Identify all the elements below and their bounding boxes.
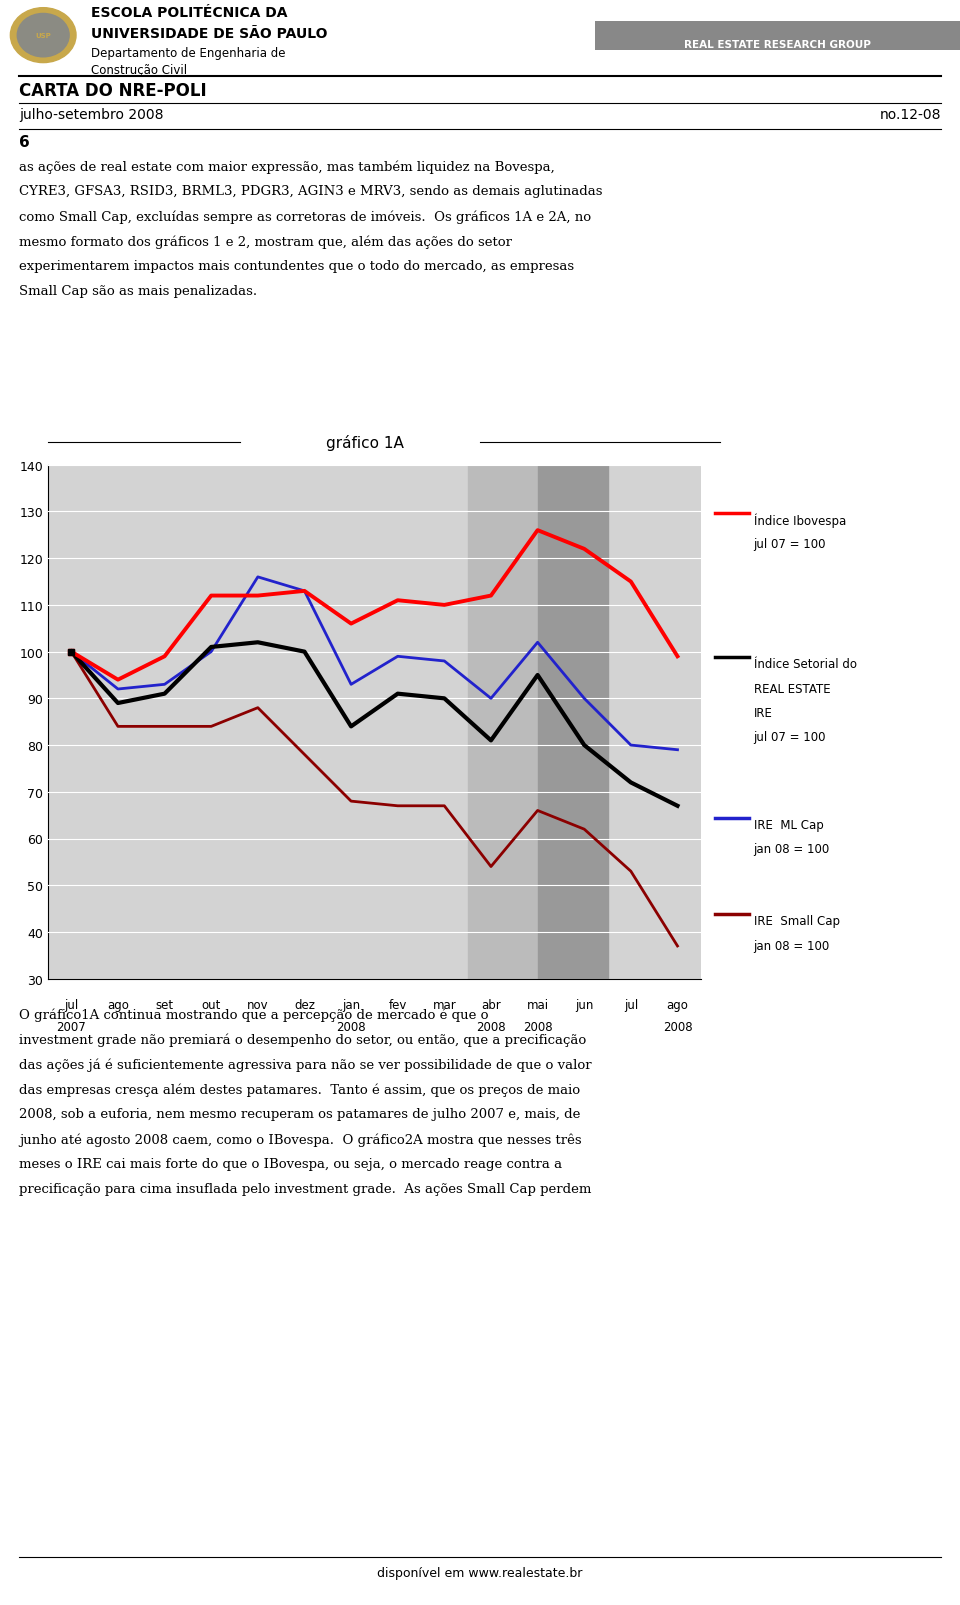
Text: mesmo formato dos gráficos 1 e 2, mostram que, além das ações do setor: mesmo formato dos gráficos 1 e 2, mostra… (19, 234, 513, 249)
Text: jul: jul (624, 998, 638, 1011)
Text: jan 08 = 100: jan 08 = 100 (754, 939, 829, 952)
Text: Construção Civil: Construção Civil (91, 64, 187, 77)
Text: nov: nov (247, 998, 269, 1011)
Text: Departamento de Engenharia de: Departamento de Engenharia de (91, 47, 286, 59)
Text: mar: mar (432, 998, 456, 1011)
Text: julho-setembro 2008: julho-setembro 2008 (19, 108, 164, 122)
Text: as ações de real estate com maior expressão, mas também liquidez na Bovespa,: as ações de real estate com maior expres… (19, 160, 555, 173)
Text: 6: 6 (19, 135, 30, 149)
Text: 2008: 2008 (476, 1021, 506, 1034)
Text: no.12-08: no.12-08 (879, 108, 941, 122)
Text: ago: ago (666, 998, 688, 1011)
Text: IRE  Small Cap: IRE Small Cap (754, 915, 840, 928)
Text: 2008: 2008 (523, 1021, 552, 1034)
Text: O gráfico1A continua mostrando que a percepção de mercado é que o: O gráfico1A continua mostrando que a per… (19, 1008, 489, 1021)
Text: jul 07 = 100: jul 07 = 100 (754, 730, 827, 743)
Text: jul 07 = 100: jul 07 = 100 (754, 538, 827, 551)
Text: dez: dez (294, 998, 315, 1011)
Text: jan 08 = 100: jan 08 = 100 (754, 843, 829, 855)
Text: IRE: IRE (754, 706, 773, 719)
Text: junho até agosto 2008 caem, como o IBovespa.  O gráfico2A mostra que nesses três: junho até agosto 2008 caem, como o IBove… (19, 1133, 582, 1146)
Text: CYRE3, GFSA3, RSID3, BRML3, PDGR3, AGIN3 e MRV3, sendo as demais aglutinadas: CYRE3, GFSA3, RSID3, BRML3, PDGR3, AGIN3… (19, 185, 603, 199)
Text: out: out (202, 998, 221, 1011)
Text: das ações já é suficientemente agressiva para não se ver possibilidade de que o : das ações já é suficientemente agressiva… (19, 1058, 591, 1071)
Text: Índice Setorial do: Índice Setorial do (754, 658, 856, 671)
Text: CARTA DO NRE-POLI: CARTA DO NRE-POLI (19, 82, 206, 100)
Circle shape (17, 14, 69, 58)
Text: investment grade não premiará o desempenho do setor, ou então, que a precificaçã: investment grade não premiará o desempen… (19, 1034, 587, 1046)
Text: experimentarem impactos mais contundentes que o todo do mercado, as empresas: experimentarem impactos mais contundente… (19, 260, 574, 273)
Text: IRE  ML Cap: IRE ML Cap (754, 819, 824, 831)
Text: UNIVERSIDADE DE SÃO PAULO: UNIVERSIDADE DE SÃO PAULO (91, 27, 328, 42)
Text: precificação para cima insuflada pelo investment grade.  As ações Small Cap perd: precificação para cima insuflada pelo in… (19, 1183, 591, 1196)
Text: 2007: 2007 (57, 1021, 86, 1034)
Bar (595, 21, 960, 50)
Bar (538, 465, 608, 979)
Text: fev: fev (389, 998, 407, 1011)
Text: jan: jan (342, 998, 360, 1011)
Text: 2008, sob a euforia, nem mesmo recuperam os patamares de julho 2007 e, mais, de: 2008, sob a euforia, nem mesmo recuperam… (19, 1107, 581, 1120)
Text: NÚCLEO DE REAL ESTATE: NÚCLEO DE REAL ESTATE (700, 13, 855, 22)
Text: ESCOLA POLITÉCNICA DA: ESCOLA POLITÉCNICA DA (91, 6, 288, 19)
Text: ago: ago (107, 998, 129, 1011)
Text: jul: jul (64, 998, 79, 1011)
Text: USP: USP (36, 34, 51, 39)
Text: mai: mai (526, 998, 549, 1011)
Text: das empresas cresça além destes patamares.  Tanto é assim, que os preços de maio: das empresas cresça além destes patamare… (19, 1083, 581, 1096)
Text: Small Cap são as mais penalizadas.: Small Cap são as mais penalizadas. (19, 284, 257, 299)
Text: 2008: 2008 (336, 1021, 366, 1034)
Text: 2008: 2008 (662, 1021, 692, 1034)
Text: abr: abr (481, 998, 501, 1011)
Text: set: set (156, 998, 174, 1011)
Circle shape (11, 8, 76, 64)
Text: jun: jun (575, 998, 593, 1011)
Text: como Small Cap, excluídas sempre as corretoras de imóveis.  Os gráficos 1A e 2A,: como Small Cap, excluídas sempre as corr… (19, 210, 591, 223)
Text: disponível em www.realestate.br: disponível em www.realestate.br (377, 1566, 583, 1579)
Text: meses o IRE cai mais forte do que o IBovespa, ou seja, o mercado reage contra a: meses o IRE cai mais forte do que o IBov… (19, 1157, 563, 1170)
Text: REAL ESTATE: REAL ESTATE (754, 682, 830, 695)
Text: REAL ESTATE RESEARCH GROUP: REAL ESTATE RESEARCH GROUP (684, 40, 871, 50)
Bar (468, 465, 561, 979)
Text: gráfico 1A: gráfico 1A (325, 435, 404, 451)
Text: Índice Ibovespa: Índice Ibovespa (754, 514, 846, 528)
